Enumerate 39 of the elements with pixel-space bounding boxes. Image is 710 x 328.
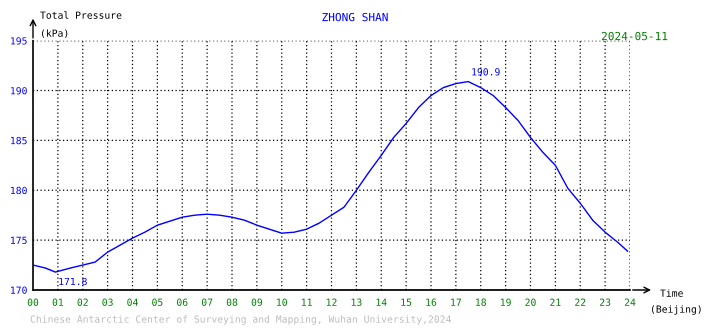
x-tick-label: 11 — [302, 298, 312, 306]
text: 2024-05-11 — [602, 32, 668, 40]
text: Chinese Antarctic Center of Surveying and Mapping, Wuhan University,2024 — [30, 315, 451, 325]
x-tick-label: 16 — [426, 298, 436, 306]
x-tick-label: 10 — [277, 298, 287, 306]
y-tick-label: 195 — [11, 37, 27, 45]
x-tick-label: 17 — [451, 298, 461, 306]
x-tick-label: 13 — [352, 298, 362, 306]
y-tick-label: 180 — [11, 186, 27, 194]
x-tick-label: 09 — [252, 298, 262, 306]
x-tick-label: 00 — [28, 298, 38, 306]
x-tick-label: 18 — [476, 298, 486, 306]
x-tick-label: 23 — [600, 298, 610, 306]
annotation: 190.9 — [472, 68, 500, 76]
x-tick-label: 19 — [500, 298, 511, 306]
x-tick-label: 24 — [624, 298, 636, 306]
y-tick-label: 175 — [11, 236, 27, 244]
x-tick-label: 04 — [127, 298, 138, 306]
x-tick-label: 01 — [52, 298, 64, 306]
x-tick-label: 15 — [401, 298, 412, 306]
x-tick-label: 22 — [575, 298, 586, 306]
x-tick-label: 06 — [177, 298, 188, 306]
y-tick-label: 170 — [11, 286, 27, 294]
x-tick-label: 21 — [550, 298, 561, 306]
x-tick-label: 03 — [102, 298, 113, 306]
annotation: 171.8 — [59, 278, 87, 286]
x-tick-label: 08 — [226, 298, 238, 306]
line-series — [33, 80, 628, 273]
y-axis-title: Total Pressure (kPa) — [40, 11, 122, 38]
x-tick-label: 12 — [326, 298, 337, 306]
x-tick-label: 02 — [78, 298, 88, 306]
x-tick-label: 07 — [202, 298, 212, 306]
chart-title: ZHONG SHAN — [322, 12, 388, 22]
x-tick-label: 20 — [525, 298, 536, 306]
x-axis-title: Time (Beijing) — [652, 289, 701, 315]
x-tick-label: 05 — [152, 298, 162, 306]
x-tick-label: 14 — [376, 298, 387, 306]
y-tick-label: 190 — [11, 87, 27, 94]
y-tick-label: 185 — [11, 136, 27, 144]
